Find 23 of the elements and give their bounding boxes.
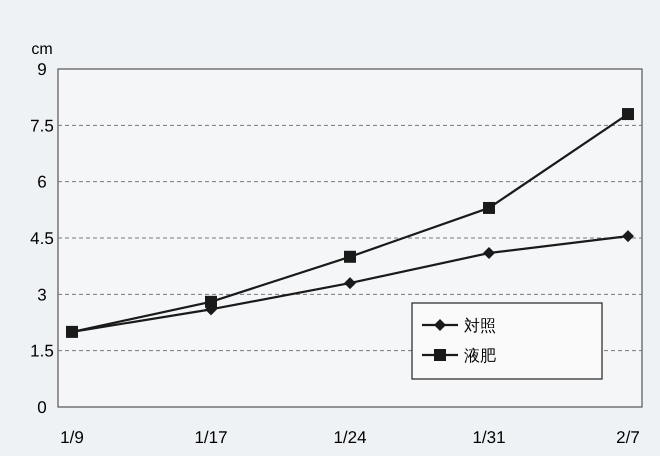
point [205, 296, 217, 308]
point [66, 326, 78, 338]
legend-label: 液肥 [464, 347, 496, 365]
x-tick-label: 1/24 [333, 428, 367, 447]
x-tick-label: 1/17 [194, 428, 228, 447]
x-tick-label: 1/9 [60, 428, 84, 447]
y-tick-label: 0 [37, 398, 47, 417]
y-tick-label: 6 [37, 172, 47, 192]
y-tick-label: 3 [37, 285, 47, 304]
point [483, 247, 495, 260]
point [344, 250, 356, 263]
y-tick-label: 7.5 [30, 116, 54, 136]
y-tick-label: 9 [37, 60, 47, 79]
y-axis-title: cm [31, 41, 53, 58]
point [344, 277, 356, 290]
legend-label: 対照 [464, 317, 496, 335]
y-tick-label: 4.5 [30, 229, 54, 248]
point [622, 108, 634, 120]
x-tick-label: 1/31 [472, 428, 506, 447]
point [622, 230, 634, 242]
y-tick-label: 1.5 [30, 342, 54, 361]
x-tick-label: 2/7 [616, 428, 640, 447]
point [483, 202, 495, 214]
